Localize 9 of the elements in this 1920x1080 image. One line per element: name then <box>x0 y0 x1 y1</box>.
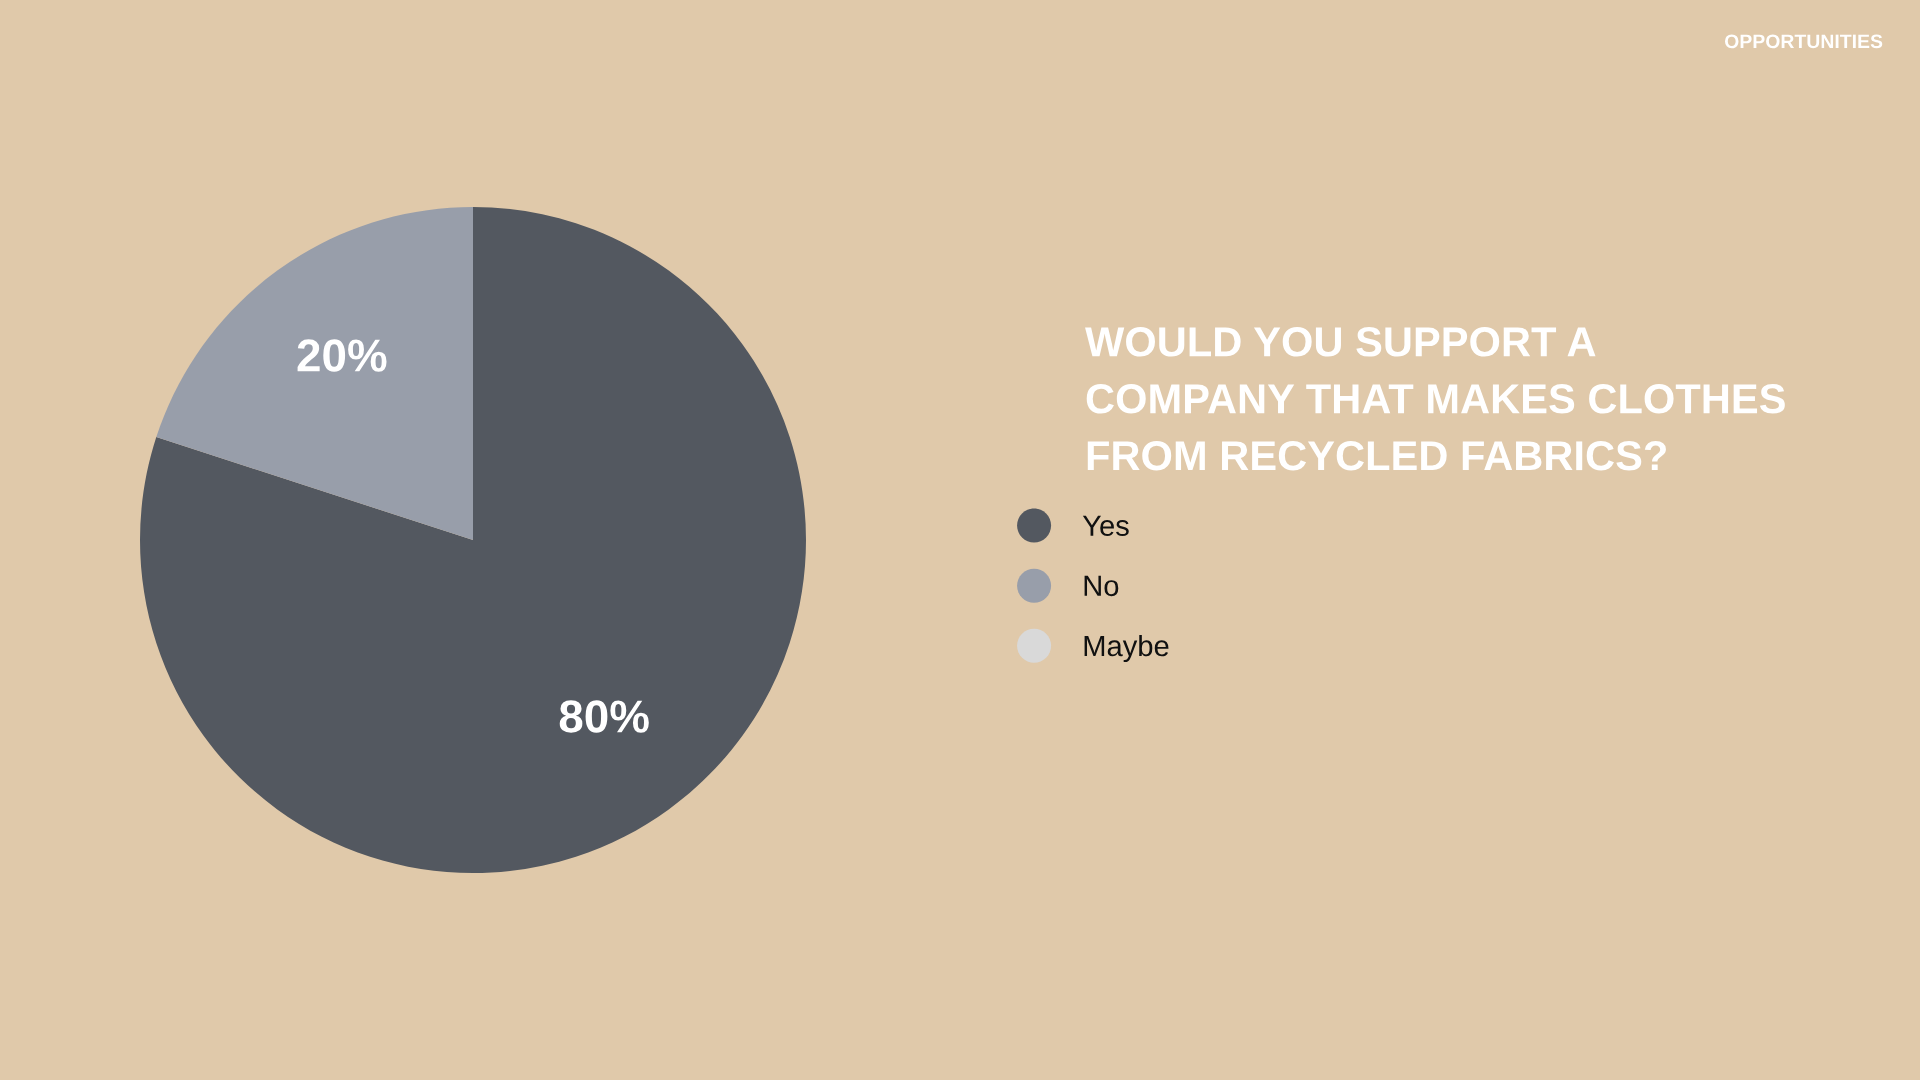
legend-label: No <box>1084 575 1119 597</box>
legend-label: Yes <box>1082 515 1129 537</box>
data-label: 20% <box>297 339 387 372</box>
data-label: 80% <box>559 700 649 733</box>
pie-slice <box>156 207 473 540</box>
text: WOULD YOU SUPPORT A COMPANY THAT MAKES CLOTHES FROM RECYCLED FABRICS? <box>1085 327 1785 471</box>
legend-label: Maybe <box>1084 634 1169 663</box>
text: OPPORTUNITIES <box>1724 34 1883 49</box>
pie-slice <box>140 207 806 873</box>
